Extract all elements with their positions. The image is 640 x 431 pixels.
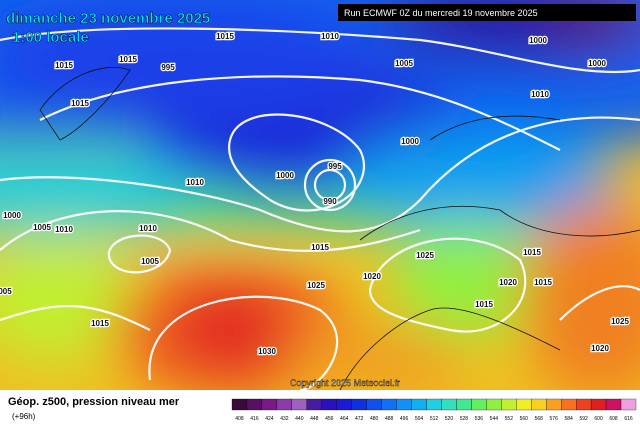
isobar-label: 1015 [475,300,493,309]
colorbar-swatch [441,398,457,411]
colorbar-swatch [486,398,502,411]
isobar-label: 1010 [139,224,157,233]
colorbar-swatch [590,398,607,411]
date: dimanche 23 novembre 2025 [6,10,210,27]
copyright: Copyright 2025 Meteociel.fr [290,378,400,388]
isobar-label: 1015 [55,61,73,70]
lead-time: (+96h) [12,412,36,421]
colorbar-swatch [620,398,637,411]
colorbar-label: 608 [609,416,618,422]
colorbar-label: 512 [430,416,439,422]
isobar-label: 1010 [55,225,73,234]
isobar-label: 1020 [499,278,517,287]
isobar-label: 1020 [363,272,381,281]
colorbar-swatch [516,398,532,411]
isobar-label: 1000 [588,59,606,68]
colorbar-label: 408 [235,416,244,422]
isobar-label: 1000 [3,211,21,220]
colorbar-label: 616 [624,416,633,422]
isobar-label: 1010 [531,90,549,99]
colorbar-label: 504 [415,416,424,422]
colorbar-swatch [426,398,442,411]
colorbar-label: 424 [265,416,274,422]
colorbar-swatch [531,398,547,411]
local-time: 1:00 locale [12,29,89,46]
colorbar-label: 576 [550,416,559,422]
isobar-label: 1010 [186,178,204,187]
colorbar-label: 480 [370,416,379,422]
colorbar-swatch [306,398,322,411]
colorbar-swatch [231,398,248,411]
isobar-labels: 1015 1010 1015 1015 995 1005 1000 1000 1015 1010 1… [0,31,631,358]
isobar-label: 1015 [71,99,89,108]
isobar-label: 1025 [307,281,325,290]
colorbar-label: 440 [295,416,304,422]
colorbar-swatch [291,398,307,411]
colorbar-swatch [336,398,352,411]
colorbar-label: 472 [355,416,364,422]
isobar-label: 1005 [141,257,159,266]
isobar-label: 1010 [321,32,339,41]
isobar-label: 990 [323,197,337,206]
isobar-label: 1025 [611,317,629,326]
colorbar-swatch [396,398,412,411]
isobar-label: 1005 [33,223,51,232]
colorbar-label: 544 [490,416,499,422]
colorbar-label: 432 [280,416,289,422]
isobar-label: 1030 [258,347,276,356]
isobar-label: 1015 [534,278,552,287]
colorbar-label: 496 [400,416,409,422]
colorbar-swatch [546,398,562,411]
colorbar-swatch [276,398,293,411]
colorbar-label: 520 [445,416,454,422]
run-info: Run ECMWF 0Z du mercredi 19 novembre 202… [344,8,538,18]
colorbar-label: 528 [460,416,469,422]
colorbar-swatch [501,398,517,411]
isobar-label: 995 [161,63,175,72]
colorbar-label: 600 [594,416,603,422]
colorbar-label: 416 [250,416,259,422]
colorbar: 408 416 424 432 440 448 456 464 472 480 488 496 504 5… [231,398,637,422]
colorbar-swatch [381,398,397,411]
colorbar-swatch [575,398,592,411]
legend-title: Géop. z500, pression niveau mer [8,396,180,408]
colorbar-swatch [411,398,427,411]
isobar-label: 1015 [216,32,234,41]
isobar-label: 1015 [311,243,329,252]
colorbar-swatch [561,398,577,411]
colorbar-label: 552 [505,416,514,422]
isobar-label: 1015 [91,319,109,328]
colorbar-label: 456 [325,416,334,422]
isobar-label: 1000 [401,137,419,146]
colorbar-label: 568 [535,416,544,422]
colorbar-swatch [246,398,263,411]
isobar-label: 1015 [119,55,137,64]
isobar-label: 1000 [276,171,294,180]
colorbar-swatch [605,398,622,411]
isobar-label: 1020 [591,344,609,353]
colorbar-swatch [321,398,337,411]
isobar-label: 1015 [523,248,541,257]
colorbar-label: 488 [385,416,394,422]
colorbar-swatch [456,398,472,411]
colorbar-swatch [261,398,278,411]
map-field [0,0,640,390]
colorbar-swatch [351,398,367,411]
colorbar-label: 560 [520,416,529,422]
colorbar-label: 584 [564,416,573,422]
isobar-label: 995 [328,162,342,171]
colorbar-swatch [471,398,487,411]
isobar-label: 1000 [529,36,547,45]
colorbar-label: 536 [475,416,484,422]
isobar-label: 005 [0,287,12,296]
colorbar-swatch [366,398,382,411]
isobar-label: 1005 [395,59,413,68]
run-banner [338,4,636,21]
colorbar-label: 448 [310,416,319,422]
colorbar-label: 592 [579,416,588,422]
colorbar-label: 464 [340,416,349,422]
isobar-label: 1025 [416,251,434,260]
